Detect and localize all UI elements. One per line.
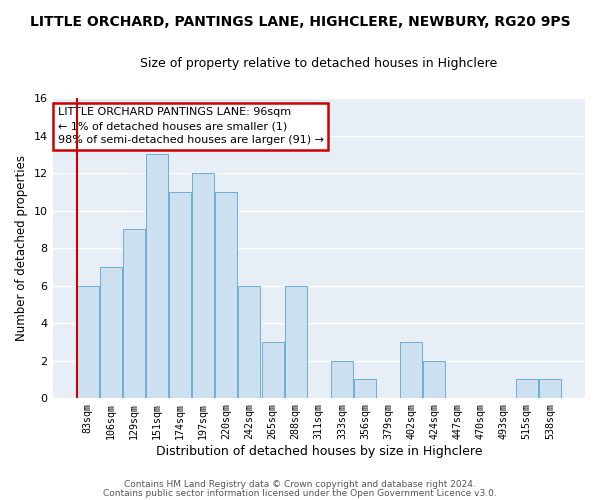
Text: Contains HM Land Registry data © Crown copyright and database right 2024.: Contains HM Land Registry data © Crown c… [124,480,476,489]
Y-axis label: Number of detached properties: Number of detached properties [15,155,28,341]
Bar [424,360,445,398]
Bar [169,192,191,398]
Bar [354,380,376,398]
Bar [539,380,561,398]
X-axis label: Distribution of detached houses by size in Highclere: Distribution of detached houses by size … [155,444,482,458]
Bar [123,230,145,398]
Text: LITTLE ORCHARD PANTINGS LANE: 96sqm
← 1% of detached houses are smaller (1)
98% : LITTLE ORCHARD PANTINGS LANE: 96sqm ← 1%… [58,107,324,145]
Bar [516,380,538,398]
Bar [262,342,284,398]
Text: Contains public sector information licensed under the Open Government Licence v3: Contains public sector information licen… [103,489,497,498]
Title: Size of property relative to detached houses in Highclere: Size of property relative to detached ho… [140,58,497,70]
Bar [146,154,168,398]
Bar [77,286,98,398]
Bar [284,286,307,398]
Bar [215,192,238,398]
Bar [100,267,122,398]
Bar [192,173,214,398]
Text: LITTLE ORCHARD, PANTINGS LANE, HIGHCLERE, NEWBURY, RG20 9PS: LITTLE ORCHARD, PANTINGS LANE, HIGHCLERE… [29,15,571,29]
Bar [400,342,422,398]
Bar [331,360,353,398]
Bar [238,286,260,398]
